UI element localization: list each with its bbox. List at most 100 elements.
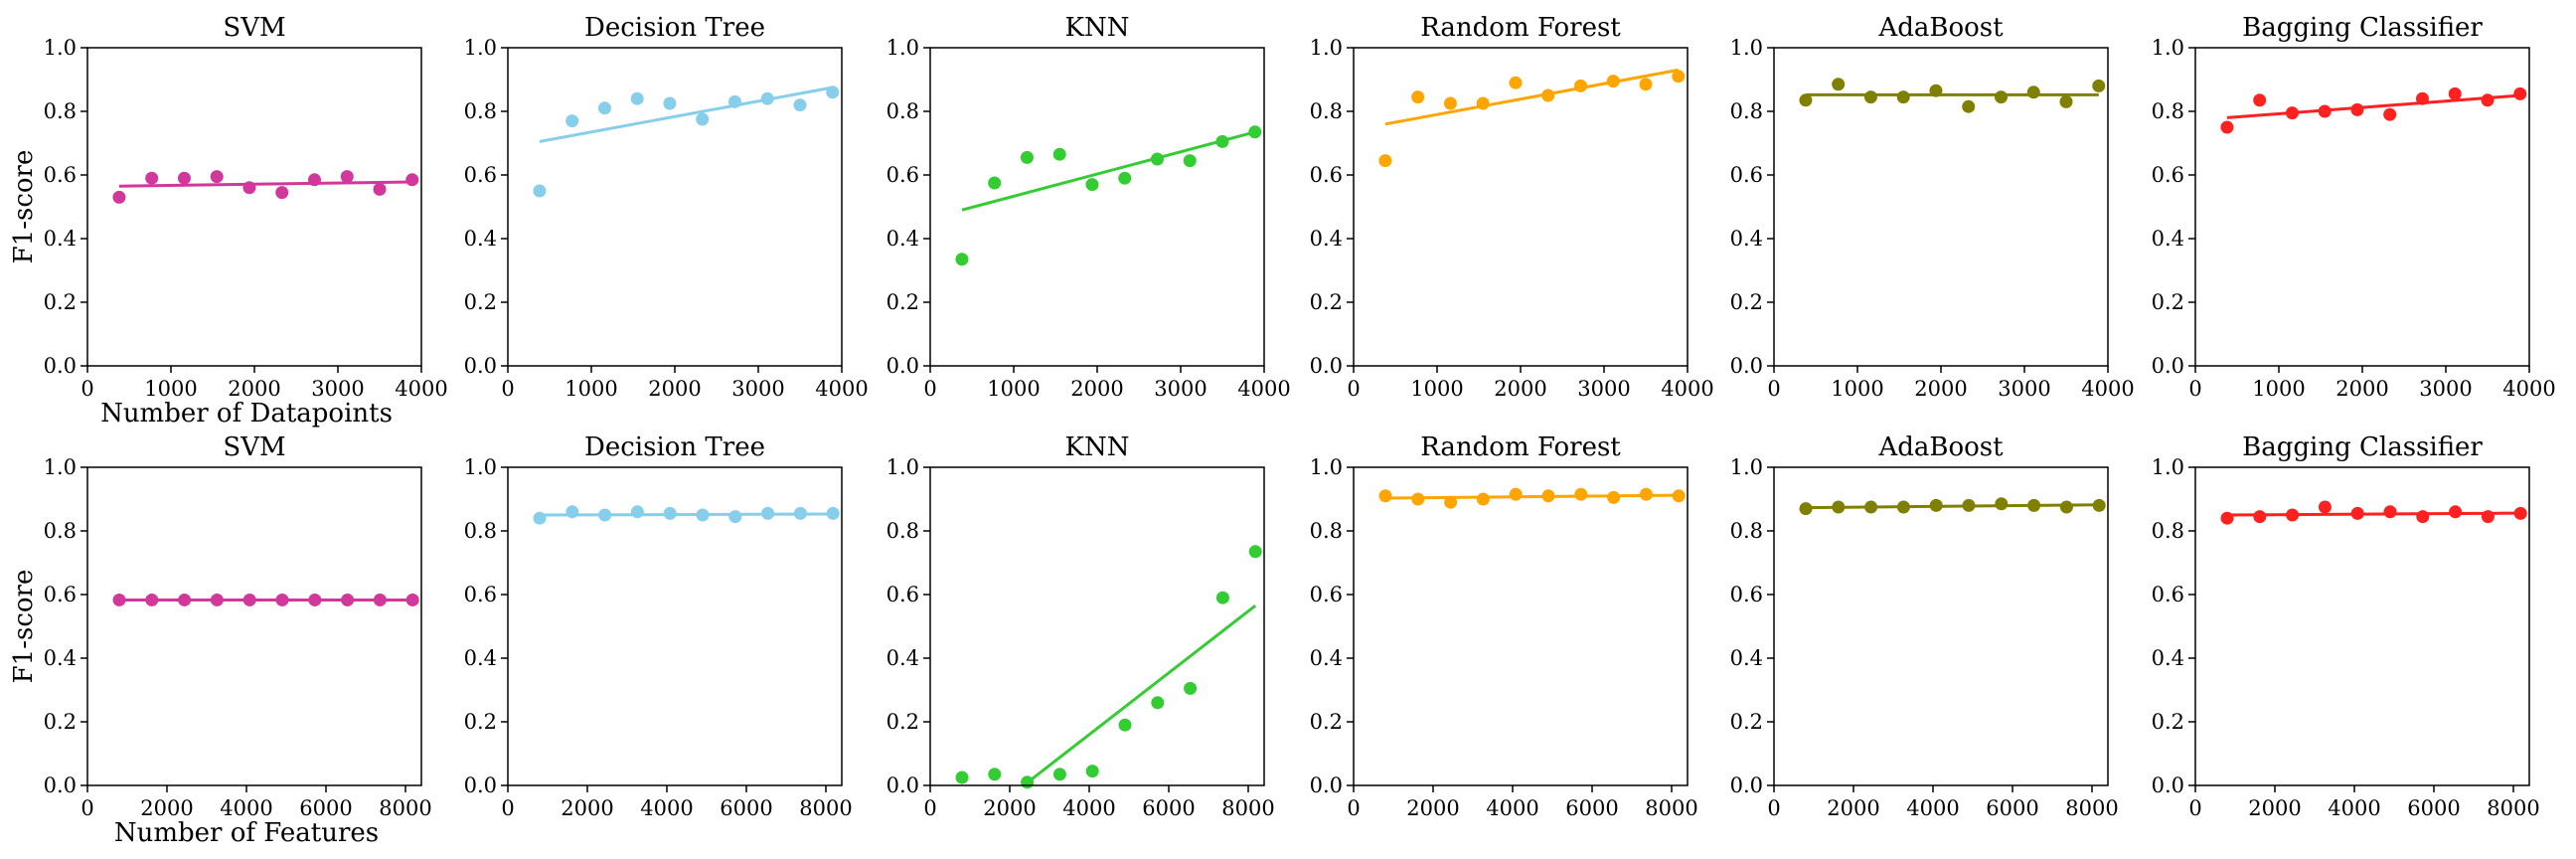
data-point [533,511,547,525]
x-axis-label: Number of Features [114,818,379,848]
data-point [1832,78,1846,91]
trend-line [1384,493,1680,500]
panel-title: Bagging Classifier [2242,13,2483,43]
panel-title: Bagging Classifier [2242,432,2483,462]
x-tick-label: 2000 [228,377,280,401]
trend-line [118,180,412,188]
data-point [307,173,321,187]
trend-line [2226,93,2520,119]
x-tick-label: 2000 [2335,377,2388,401]
y-tick-label: 0.0 [44,354,77,378]
panel-title: Random Forest [1420,13,1621,43]
data-point [1799,502,1813,516]
x-tick-label: 2000 [648,377,701,401]
data-point [1896,90,1910,104]
data-point [2220,511,2234,525]
data-point [1476,492,1490,506]
trend-line [539,512,834,517]
y-tick-label: 1.0 [464,455,497,479]
x-tick-label: 2000 [2248,796,2301,820]
x-tick-label: 0 [923,377,936,401]
y-tick-label: 0.6 [464,163,497,187]
y-tick-label: 0.2 [44,290,77,314]
axes-frame [2194,466,2530,786]
panel-title: Decision Tree [584,432,765,462]
data-point [696,508,710,522]
data-point [2513,506,2527,520]
panel-datapoints-adaboost: AdaBoost 0.0 0.2 0.4 0.6 0.8 1.0 0 1000 2000 3000 4… [1730,13,2135,401]
y-tick-label: 0.8 [1730,519,1763,543]
x-tick-label: 1000 [987,377,1040,401]
data-point [2092,79,2106,92]
data-point [728,510,742,524]
trend-line [961,130,1256,212]
trend-line [539,86,834,143]
x-tick-label: 8000 [379,796,431,820]
x-tick-label: 2000 [1914,377,1967,401]
data-point [598,508,612,522]
data-point [793,98,807,112]
data-point [112,190,126,204]
y-tick-label: 0.6 [44,583,77,606]
y-tick-label: 0.6 [886,163,919,187]
x-tick-label: 2000 [1827,796,1879,820]
panel-features-knn: KNN 0.0 0.2 0.4 0.6 0.8 1.0 0 2000 4000 6000 8000 [886,432,1275,820]
y-tick-label: 0.2 [886,290,919,314]
x-tick-label: 4000 [2081,377,2134,401]
data-point [1248,125,1262,139]
data-point [1541,489,1555,503]
data-point [2253,510,2267,524]
data-point [1215,591,1229,604]
y-axis-label: F1-score [9,570,39,684]
y-tick-label: 0.2 [464,290,497,314]
x-tick-label: 8000 [1645,796,1697,820]
y-tick-label: 0.4 [1310,227,1343,251]
data-point [1411,492,1425,506]
data-point [2318,104,2332,118]
x-tick-label: 2000 [1406,796,1459,820]
x-tick-label: 1000 [1831,377,1883,401]
y-tick-label: 0.4 [44,646,77,670]
panel-title: KNN [1065,13,1130,43]
panel-title: Decision Tree [584,13,765,43]
y-tick-label: 0.2 [44,710,77,734]
data-point [761,506,775,520]
y-tick-label: 0.2 [1310,290,1343,314]
data-point [2059,94,2073,108]
x-tick-label: 0 [2188,796,2201,820]
data-point [1929,84,1943,97]
x-tick-label: 4000 [1906,796,1959,820]
y-tick-label: 0.0 [1730,354,1763,378]
data-point [988,176,1002,190]
x-tick-label: 0 [501,377,514,401]
panel-features-adaboost: AdaBoost 0.0 0.2 0.4 0.6 0.8 1.0 0 2000 4000 6000 8… [1730,432,2119,820]
x-tick-label: 8000 [2065,796,2118,820]
x-tick-label: 6000 [1565,796,1618,820]
y-tick-label: 1.0 [1310,455,1343,479]
data-point [1378,154,1392,168]
data-point [275,593,289,606]
data-point [565,114,579,128]
y-tick-label: 0.6 [2152,163,2184,187]
x-tick-label: 4000 [1237,377,1290,401]
data-point [177,171,191,185]
data-point [597,101,611,115]
y-tick-label: 0.0 [2152,773,2184,797]
y-tick-label: 0.4 [2152,227,2184,251]
data-point [1606,75,1620,88]
panel-features-decision-tree: Decision Tree 0.0 0.2 0.4 0.6 0.8 1.0 0 2000 4000… [464,432,853,820]
y-tick-label: 0.8 [464,99,497,123]
panel-datapoints-knn: KNN 0.0 0.2 0.4 0.6 0.8 1.0 0 1000 2000 3000 4000 [886,13,1291,401]
y-tick-label: 1.0 [2152,36,2184,60]
x-tick-label: 0 [923,796,936,820]
data-point [405,173,419,187]
x-tick-label: 4000 [2502,377,2555,401]
data-point [1962,99,1976,113]
y-tick-label: 0.6 [1310,583,1343,606]
data-point [955,253,969,266]
data-point [2481,510,2495,524]
y-tick-label: 0.2 [1730,710,1763,734]
x-tick-label: 1000 [564,377,617,401]
x-tick-label: 3000 [2419,377,2472,401]
y-tick-label: 0.8 [2152,99,2184,123]
